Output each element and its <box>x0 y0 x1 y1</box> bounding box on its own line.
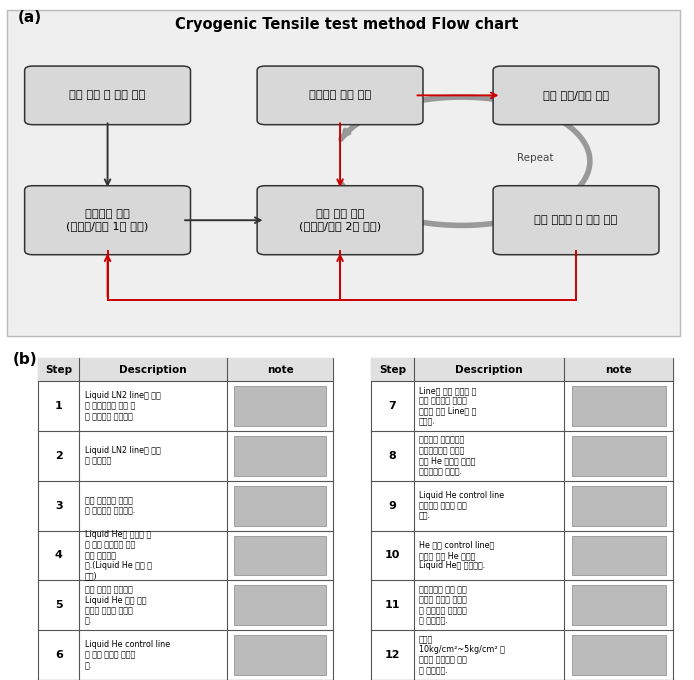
Bar <box>235 536 325 575</box>
Text: 액체 헬륨 공급
(구조실/시편 2차 냉각): 액체 헬륨 공급 (구조실/시편 2차 냉각) <box>299 209 381 231</box>
Text: He 가스 control line을
사진과 같이 He 가스와
Liquid He에 연결한다.: He 가스 control line을 사진과 같이 He 가스와 Liquid… <box>419 541 494 571</box>
Text: 시편 장착 및 챔버 폐써: 시편 장착 및 챔버 폐써 <box>69 90 146 101</box>
FancyBboxPatch shape <box>257 66 423 124</box>
Bar <box>572 386 666 426</box>
Text: note: note <box>266 364 294 375</box>
FancyBboxPatch shape <box>493 66 659 124</box>
Text: (b): (b) <box>12 352 37 367</box>
Bar <box>235 585 325 625</box>
Bar <box>235 486 325 526</box>
Text: 상단 밸브를 이용하여
Liquid He 용기 내부
압력을 완전히 제거한
다.: 상단 밸브를 이용하여 Liquid He 용기 내부 압력을 완전히 제거한 … <box>85 585 146 626</box>
Text: 7: 7 <box>389 401 396 411</box>
FancyBboxPatch shape <box>7 10 680 337</box>
Bar <box>572 486 666 526</box>
Text: Description: Description <box>455 364 523 375</box>
Text: 챔버 개방/시편 수거: 챔버 개방/시편 수거 <box>543 90 609 101</box>
FancyBboxPatch shape <box>257 186 423 255</box>
Text: Liquid LN2 line을 챔버
에 연결한다: Liquid LN2 line을 챔버 에 연결한다 <box>85 446 161 466</box>
Bar <box>38 358 333 680</box>
Text: 4: 4 <box>55 551 62 560</box>
Text: 3: 3 <box>55 500 62 511</box>
Bar <box>572 635 666 675</box>
FancyBboxPatch shape <box>25 186 190 255</box>
Text: 2: 2 <box>55 451 62 461</box>
Text: 9: 9 <box>389 500 396 511</box>
Text: 어댑터가 정상적으로
고정되었다면 사진과
같이 He 가스가 상부로
세어나오지 않는다.: 어댑터가 정상적으로 고정되었다면 사진과 같이 He 가스가 상부로 세어나오… <box>419 436 475 476</box>
Text: 시편 재장착 및 챔버 폐써: 시편 재장착 및 챔버 폐써 <box>534 215 618 225</box>
Text: 10: 10 <box>384 551 400 560</box>
Text: 12: 12 <box>384 650 400 660</box>
Text: 11: 11 <box>384 600 400 610</box>
Text: Repeat: Repeat <box>517 153 554 163</box>
Text: 5: 5 <box>55 600 62 610</box>
Text: 전용 스패너를 이용하
여 견고하게 고정한다.: 전용 스패너를 이용하 여 견고하게 고정한다. <box>85 496 135 515</box>
Text: 8: 8 <box>389 451 396 461</box>
Bar <box>235 436 325 476</box>
Text: note: note <box>605 364 632 375</box>
Text: Cryogenic Tensile test method Flow chart: Cryogenic Tensile test method Flow chart <box>176 18 518 33</box>
Text: 헬륨가스는 액화 헬륨
탱크의 압력을 조절하
여 분사량을 조절하는
데 사용된다.: 헬륨가스는 액화 헬륨 탱크의 압력을 조절하 여 분사량을 조절하는 데 사용… <box>419 585 467 626</box>
Text: (a): (a) <box>17 10 42 25</box>
Bar <box>572 436 666 476</box>
Text: 액체질소 공급
(구조실/시편 1차 냉각): 액체질소 공급 (구조실/시편 1차 냉각) <box>67 209 149 231</box>
Bar <box>572 585 666 625</box>
Text: 압력은
10kg/cm²~5kg/cm² 사
이에서 유지하여 시험
을 수행한다.: 압력은 10kg/cm²~5kg/cm² 사 이에서 유지하여 시험 을 수행한… <box>419 635 505 675</box>
Bar <box>371 358 673 680</box>
FancyBboxPatch shape <box>493 186 659 255</box>
Bar <box>572 536 666 575</box>
Bar <box>235 386 325 426</box>
Bar <box>371 358 673 381</box>
Text: Line이 용기 바닥에 닷
으면 어댑터를 시계방
향으로 돌려 Line을 고
정한다.: Line이 용기 바닥에 닷 으면 어댑터를 시계방 향으로 돌려 Line을 … <box>419 386 477 426</box>
Text: Liquid He은 그림과 같
이 상부 어댑터가 장착
되어 있어야한
다.(Liquid He 주문 시
요정): Liquid He은 그림과 같 이 상부 어댑터가 장착 되어 있어야한 다.… <box>85 530 152 581</box>
Text: Description: Description <box>119 364 187 375</box>
Bar <box>235 635 325 675</box>
Text: Step: Step <box>45 364 72 375</box>
Text: 6: 6 <box>55 650 62 660</box>
Text: Liquid He control line
을 용기 내부에 삽입한
다.: Liquid He control line 을 용기 내부에 삽입한 다. <box>85 640 170 670</box>
Text: Liquid He control line
반대쪽을 챔버와 연결
한다.: Liquid He control line 반대쪽을 챔버와 연결 한다. <box>419 491 505 521</box>
Text: Step: Step <box>379 364 406 375</box>
FancyBboxPatch shape <box>25 66 190 124</box>
Text: 초극저온 인장 시험: 초극저온 인장 시험 <box>309 90 371 101</box>
Bar <box>38 358 333 381</box>
Text: Liquid LN2 line에 장착
된 솔레노이드 밸브 전
원 케이블을 연결한다: Liquid LN2 line에 장착 된 솔레노이드 밸브 전 원 케이블을 … <box>85 391 161 421</box>
Text: 1: 1 <box>55 401 62 411</box>
